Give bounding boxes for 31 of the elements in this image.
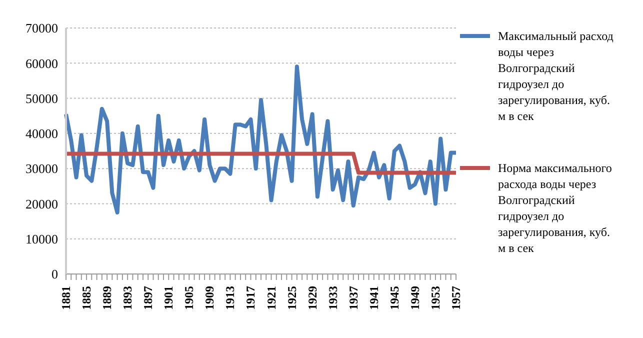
y-tick-label: 0 (52, 266, 58, 282)
y-tick-label: 70000 (26, 20, 58, 36)
x-tick-label: 1925 (284, 286, 299, 310)
x-tick-label: 1893 (120, 286, 135, 310)
y-tick-label: 20000 (26, 196, 58, 212)
y-tick-label: 60000 (26, 56, 58, 71)
x-tick-label: 1905 (182, 286, 196, 310)
x-tick-label: 1917 (244, 286, 258, 310)
legend-label: Норма максимального расхода воды через Волгоградский гидроузел до зарегулирования, куб. м в сек (498, 160, 613, 256)
y-tick-label: 10000 (26, 231, 58, 246)
x-tick-label: 1913 (223, 286, 238, 310)
x-tick-label: 1909 (202, 286, 217, 310)
y-tick-label: 40000 (26, 126, 58, 142)
y-tick-label: 30000 (26, 161, 58, 176)
x-tick-label: 1889 (100, 286, 114, 310)
x-tick-label: 1957 (449, 286, 463, 310)
x-tick-label: 1949 (408, 286, 422, 310)
x-tick-label: 1921 (264, 286, 278, 310)
x-tick-label: 1901 (162, 286, 176, 310)
line-series (64, 64, 458, 214)
x-tick-label: 1881 (59, 286, 73, 310)
x-tick-label: 1929 (305, 286, 320, 310)
x-tick-label: 1941 (366, 286, 381, 310)
x-tick-label: 1953 (428, 286, 442, 310)
x-tick-label: 1885 (80, 286, 94, 310)
legend-label: Максимальный расход воды через Волгоградский гидроузел до зарегулирования, куб. м в сек (498, 28, 614, 124)
x-tick-label: 1945 (387, 286, 402, 310)
x-tick-label: 1937 (346, 286, 360, 310)
x-tick-label: 1933 (326, 286, 340, 310)
y-tick-label: 50000 (26, 90, 58, 106)
x-tick-label: 1897 (141, 286, 156, 310)
